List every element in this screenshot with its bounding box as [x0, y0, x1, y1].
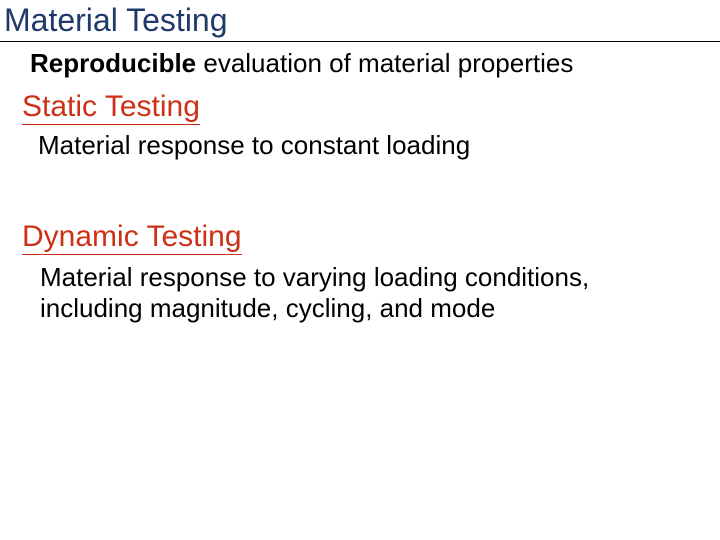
section-heading-static: Static Testing — [22, 90, 200, 124]
section-heading-dynamic: Dynamic Testing — [22, 220, 242, 254]
subtitle-rest: evaluation of material properties — [196, 48, 573, 78]
slide: Material Testing Reproducible evaluation… — [0, 0, 720, 540]
section-heading-static-text: Static Testing — [22, 90, 200, 125]
section-body-static: Material response to constant loading — [38, 130, 678, 161]
section-body-dynamic: Material response to varying loading con… — [40, 262, 600, 324]
title-underline — [0, 41, 720, 42]
slide-subtitle: Reproducible evaluation of material prop… — [30, 48, 573, 79]
subtitle-bold: Reproducible — [30, 48, 196, 78]
section-heading-dynamic-text: Dynamic Testing — [22, 220, 242, 255]
slide-title: Material Testing — [4, 2, 228, 39]
